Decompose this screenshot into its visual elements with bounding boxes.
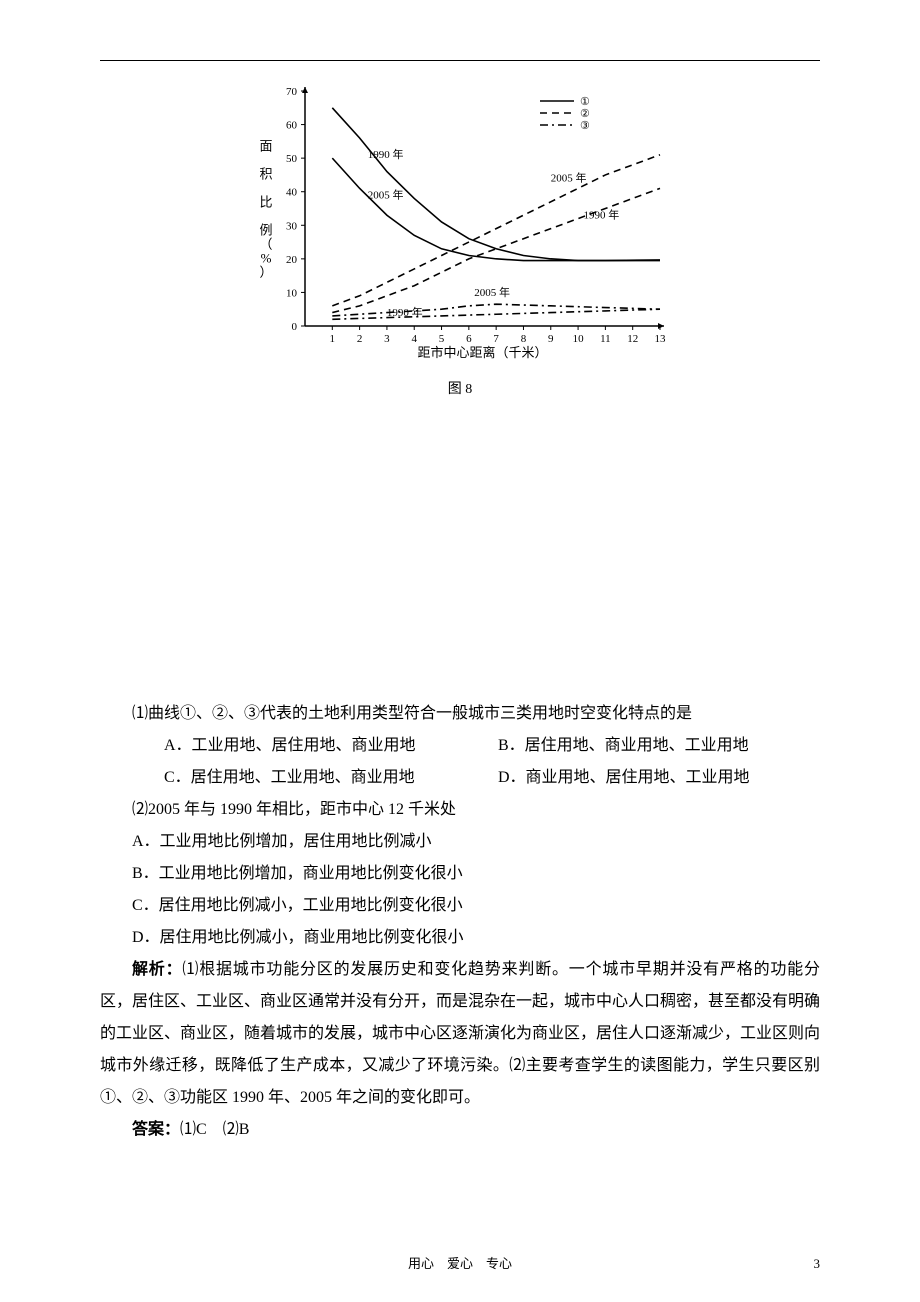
svg-text:6: 6 [466,333,472,345]
svg-text:60: 60 [286,120,298,132]
footer-page-number: 3 [814,1256,821,1272]
answer-text: ⑴C ⑵B [180,1121,249,1138]
q2-stem: ⑵2005 年与 1990 年相比，距市中心 12 千米处 [100,794,820,826]
svg-text:11: 11 [600,333,611,345]
q1-option-C: C．居住用地、工业用地、商业用地 [132,762,462,794]
q1-row-CD: C．居住用地、工业用地、商业用地 D．商业用地、居住用地、工业用地 [100,762,820,794]
q1-stem: ⑴曲线①、②、③代表的土地利用类型符合一般城市三类用地时空变化特点的是 [100,698,820,730]
svg-text:）: ） [259,265,272,280]
q1-option-B: B．居住用地、商业用地、工业用地 [466,730,749,762]
answer-paragraph: 答案：⑴C ⑵B [100,1114,820,1146]
svg-text:7: 7 [493,333,499,345]
svg-text:1990 年: 1990 年 [584,208,620,222]
q1-option-A: A．工业用地、居住用地、商业用地 [132,730,462,762]
footer-motto: 用心 爱心 专心 [0,1253,920,1272]
svg-text:2005 年: 2005 年 [551,171,587,185]
land-use-chart: 12345678910111213010203040506070距市中心距离（千… [250,81,670,371]
chart-caption: 图 8 [250,378,670,398]
svg-text:距市中心距离（千米）: 距市中心距离（千米） [417,345,547,360]
svg-text:1990 年: 1990 年 [368,147,404,161]
svg-text:①: ① [580,96,590,108]
q2-option-B: B．工业用地比例增加，商业用地比例变化很小 [100,858,820,890]
q1-row-AB: A．工业用地、居住用地、商业用地 B．居住用地、商业用地、工业用地 [100,730,820,762]
svg-text:1: 1 [330,333,336,345]
svg-text:10: 10 [286,287,298,299]
svg-text:3: 3 [384,333,390,345]
svg-text:②: ② [580,108,590,120]
svg-text:50: 50 [286,153,298,165]
page-footer: 用心 爱心 专心 3 [0,1253,920,1272]
top-divider [100,60,820,61]
q2-option-C: C．居住用地比例减小，工业用地比例变化很小 [100,890,820,922]
svg-text:9: 9 [548,333,554,345]
svg-text:1990 年: 1990 年 [387,305,423,319]
svg-text:2: 2 [357,333,363,345]
svg-text:③: ③ [580,120,590,132]
svg-text:10: 10 [573,333,585,345]
svg-text:（: （ [259,237,272,252]
svg-text:4: 4 [411,333,417,345]
svg-text:70: 70 [286,86,298,98]
svg-text:12: 12 [627,333,638,345]
q1-option-D: D．商业用地、居住用地、工业用地 [466,762,750,794]
svg-text:40: 40 [286,187,298,199]
svg-text:2005 年: 2005 年 [474,285,510,299]
svg-text:13: 13 [655,333,667,345]
svg-text:积: 积 [259,167,272,182]
answer-label: 答案： [132,1121,180,1138]
analysis-label: 解析： [132,961,182,978]
svg-text:8: 8 [521,333,527,345]
svg-text:0: 0 [292,321,298,333]
question-block: ⑴曲线①、②、③代表的土地利用类型符合一般城市三类用地时空变化特点的是 A．工业… [100,698,820,1146]
svg-text:2005 年: 2005 年 [368,187,404,201]
q2-option-A: A．工业用地比例增加，居住用地比例减小 [100,826,820,858]
svg-text:5: 5 [439,333,445,345]
svg-text:30: 30 [286,220,298,232]
analysis-paragraph: 解析：⑴根据城市功能分区的发展历史和变化趋势来判断。一个城市早期并没有严格的功能… [100,954,820,1114]
svg-text:20: 20 [286,254,298,266]
analysis-text: ⑴根据城市功能分区的发展历史和变化趋势来判断。一个城市早期并没有严格的功能分区，… [100,961,820,1106]
page: 12345678910111213010203040506070距市中心距离（千… [0,0,920,1302]
chart-figure-8: 12345678910111213010203040506070距市中心距离（千… [250,81,670,398]
svg-text:例: 例 [259,223,272,238]
svg-text:%: % [261,251,272,266]
svg-text:比: 比 [259,195,272,210]
q2-option-D: D．居住用地比例减小，商业用地比例变化很小 [100,922,820,954]
svg-text:面: 面 [259,139,272,154]
